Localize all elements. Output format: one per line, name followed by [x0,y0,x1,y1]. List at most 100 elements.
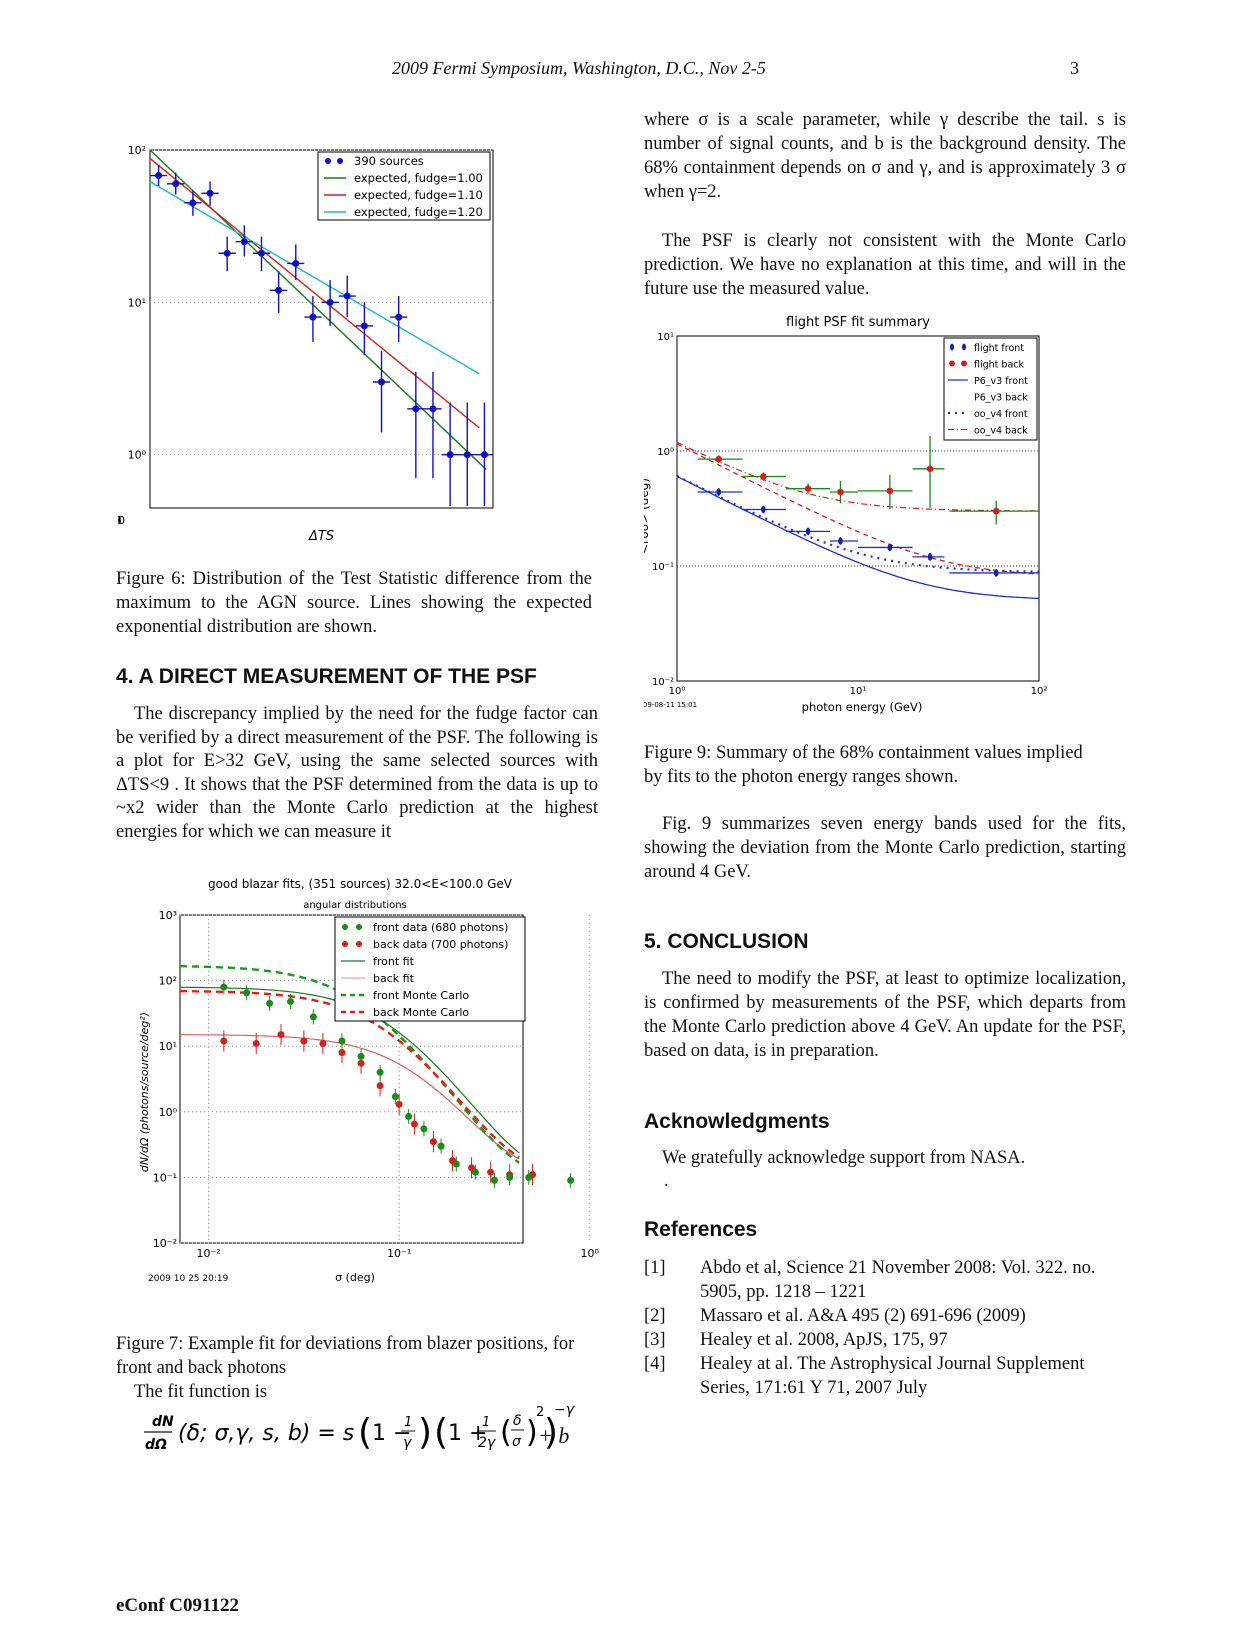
legend-marker [325,158,331,164]
legend-label: flight back [974,360,1024,371]
data-point [206,189,214,197]
p6v3-back-line [676,443,1040,575]
chart-subtitle: angular distributions [303,900,407,911]
flight-front-point [838,537,843,545]
x-tick-label: 10⁰ [580,1247,599,1260]
acknowledgments-title: Acknowledgments [644,1110,830,1133]
back-data-point [277,1031,285,1039]
eq-f2: 1 + [448,1421,487,1446]
timestamp: 2009 10 25 20:19 [148,1274,229,1284]
timestamp: 2009-08-11 15:01 [644,701,697,709]
legend-label: front fit [373,955,415,968]
data-point [292,259,300,267]
fit-equation: dN dΩ (δ; σ,γ, s, b) = s ( 1 − 1 γ ) ( 1… [144,1402,575,1453]
eq-pow2: 2 [536,1405,544,1420]
back-data-point [429,1138,437,1146]
front-data-point [338,1037,346,1045]
reference-number: [2] [644,1306,666,1326]
x-tick-label: 10⁻² [196,1247,220,1260]
section-4-title: 4. A DIRECT MEASUREMENT OF THE PSF [116,665,537,688]
svg-text:(: ( [434,1412,448,1453]
legend-box [943,337,1038,441]
legend-marker [342,941,348,947]
y-tick-label: 10³ [159,909,177,922]
data-point [257,249,265,257]
conclusion-text: The need to modify the PSF, at least to … [644,969,1126,1061]
x-axis-label: σ (deg) [335,1271,375,1284]
flight-front-point [993,569,999,577]
reference-text: Massaro et al. A&A 495 (2) 691-696 (2009… [700,1306,1026,1326]
legend-marker [356,941,362,947]
front-data-point [376,1068,384,1076]
data-point [429,405,437,413]
oov4-back-line [676,441,1039,512]
eq-tail: + b [538,1423,570,1448]
section-4-text: The discrepancy implied by the need for … [116,704,598,842]
legend-label: 390 sources [354,154,424,168]
reference-text: Abdo et al, Science 21 November 2008: Vo… [700,1258,1096,1302]
figure-9-caption: Figure 9: Summary of the 68% containment… [644,743,1083,787]
y-tick-label: 10⁰ [128,449,147,462]
reference-number: [3] [644,1330,666,1350]
svg-text:): ) [544,1412,558,1453]
front-data-point [287,998,295,1006]
svg-text:(: ( [358,1412,372,1453]
y-tick-label: 10⁰ [657,447,674,458]
chart-title: good blazar fits, (351 sources) 32.0<E<1… [208,877,513,891]
eq-args: (δ; σ,γ, s, b) = s [178,1421,354,1446]
eq-f2-num: 1 [482,1415,490,1430]
legend-label: back fit [373,972,415,985]
front-data-point [506,1173,514,1181]
y-tick-label: 10² [128,144,146,157]
back-data-point [220,1037,228,1045]
data-point [326,298,334,306]
flight-front-point [716,488,722,496]
back-data-point [395,1100,403,1108]
eq-lhs-den: dΩ [145,1437,167,1453]
front-data-point [243,989,251,997]
flight-back-point [886,487,894,495]
oov4-front-line [676,475,1040,573]
data-point [172,180,180,188]
expected-line [149,157,480,429]
running-header: 2009 Fermi Symposium, Washington, D.C., … [392,58,766,78]
y-axis-label: dN/dΩ (photons/source/deg²) [138,1012,151,1172]
back-data-point [252,1039,260,1047]
data-point [275,286,283,294]
svg-text:): ) [526,1415,538,1450]
data-point [343,292,351,300]
legend-label: P6_v3 front [974,376,1028,387]
footer-econf: eConf C091122 [116,1595,239,1616]
y-tick-label: 10⁻¹ [652,562,674,573]
x-tick-label: 10 [118,514,125,527]
figure-7-chart: good blazar fits, (351 sources) 32.0<E<1… [138,877,599,1284]
data-point [378,378,386,386]
x-axis-label: photon energy (GeV) [802,700,923,714]
front-data-point [391,1093,399,1101]
legend-marker [962,343,966,351]
svg-text:): ) [418,1412,432,1453]
eq-f1-num: 1 [404,1415,412,1430]
legend-marker [949,360,955,367]
section-5-title: 5. CONCLUSION [644,930,809,953]
eq-sigma: σ [512,1434,522,1450]
x-tick-label: 0 [118,514,122,527]
data-point [189,199,197,207]
fit-function-text: The fit function is [134,1382,268,1402]
flight-back-point [992,507,1000,515]
figure-6-caption: Figure 6: Distribution of the Test Stati… [116,569,592,637]
page-number: 3 [1070,58,1079,78]
legend-label: front data (680 photons) [373,921,508,934]
right-paragraph-2: The PSF is clearly not consistent with t… [644,231,1126,299]
front-data-point [525,1173,533,1181]
legend-marker [950,343,954,351]
eq-lhs-num: dN [152,1414,174,1430]
eq-f1-den: γ [403,1435,412,1451]
reference-3: [3] Healey et al. 2008, ApJS, 175, 97 [644,1328,1124,1352]
reference-number: [4] [644,1354,666,1374]
legend-label: oo_v4 front [974,409,1028,420]
front-data-point [490,1176,498,1184]
x-axis-label: ΔTS [308,529,334,544]
eq-delta: δ [513,1413,522,1429]
y-tick-label: 10⁻² [652,677,674,688]
